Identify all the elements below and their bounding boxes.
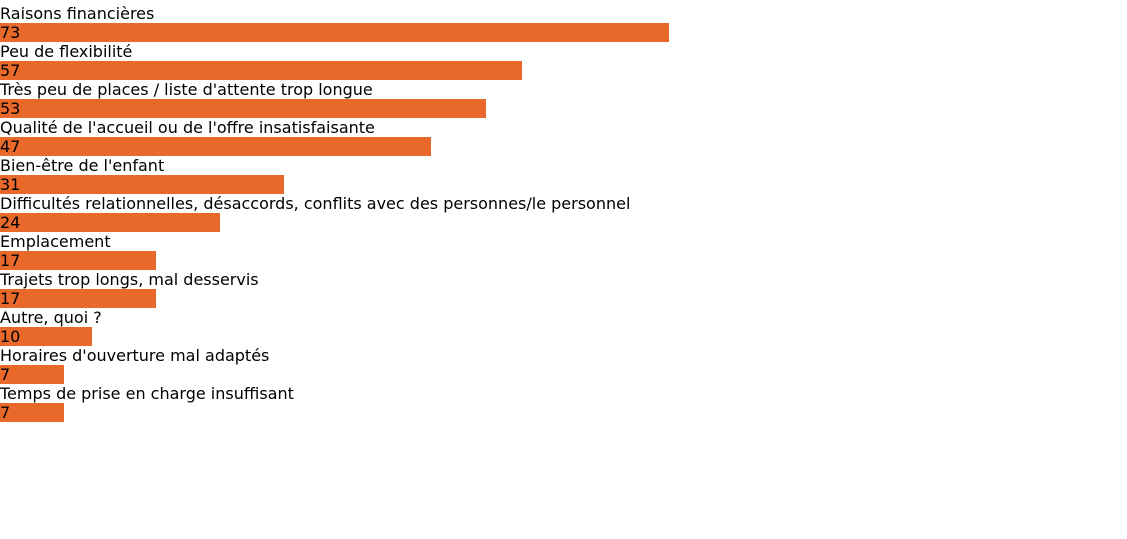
track: 53 [0,99,1127,118]
row: Très peu de places / liste d'attente tro… [0,80,1127,118]
bar: 7 [0,403,65,422]
track: 47 [0,137,1127,156]
value-label: 17 [0,289,21,308]
row: Emplacement 17 [0,232,1127,270]
bar: 17 [0,251,156,270]
track: 7 [0,365,1127,384]
track: 31 [0,175,1127,194]
row: Temps de prise en charge insuffisant 7 [0,384,1127,422]
label: Autre, quoi ? [0,308,102,327]
label: Bien-être de l'enfant [0,156,165,175]
value-label: 7 [0,403,11,422]
value-label: 7 [0,365,11,384]
row: Autre, quoi ? 10 [0,308,1127,346]
label: Difficultés relationnelles, désaccords, … [0,194,631,213]
value-label: 47 [0,137,21,156]
track: 57 [0,61,1127,80]
row: Difficultés relationnelles, désaccords, … [0,194,1127,232]
track: 10 [0,327,1127,346]
track: 7 [0,403,1127,422]
value-label: 31 [0,175,21,194]
row: Horaires d'ouverture mal adaptés 7 [0,346,1127,384]
bar: 53 [0,99,486,118]
bar: 24 [0,213,220,232]
bar: 73 [0,23,669,42]
label: Qualité de l'accueil ou de l'offre insat… [0,118,375,137]
label: Emplacement [0,232,111,251]
track: 17 [0,251,1127,270]
value-label: 17 [0,251,21,270]
value-label: 24 [0,213,21,232]
label: Trajets trop longs, mal desservis [0,270,259,289]
label: Très peu de places / liste d'attente tro… [0,80,373,99]
row: Bien-être de l'enfant 31 [0,156,1127,194]
track: 73 [0,23,1127,42]
bar: 57 [0,61,523,80]
value-label: 57 [0,61,21,80]
row: Trajets trop longs, mal desservis 17 [0,270,1127,308]
bar: 17 [0,289,156,308]
label: Temps de prise en charge insuffisant [0,384,294,403]
label: Horaires d'ouverture mal adaptés [0,346,270,365]
row: Qualité de l'accueil ou de l'offre insat… [0,118,1127,156]
bar: 7 [0,365,65,384]
row: Raisons financières 73 [0,4,1127,42]
row: Peu de flexibilité 57 [0,42,1127,80]
label: Raisons financières [0,4,155,23]
bar: 47 [0,137,431,156]
bar: 10 [0,327,92,346]
track: 17 [0,289,1127,308]
value-label: 53 [0,99,21,118]
label: Peu de flexibilité [0,42,133,61]
value-label: 73 [0,23,21,42]
track: 24 [0,213,1127,232]
value-label: 10 [0,327,21,346]
bar: 31 [0,175,285,194]
